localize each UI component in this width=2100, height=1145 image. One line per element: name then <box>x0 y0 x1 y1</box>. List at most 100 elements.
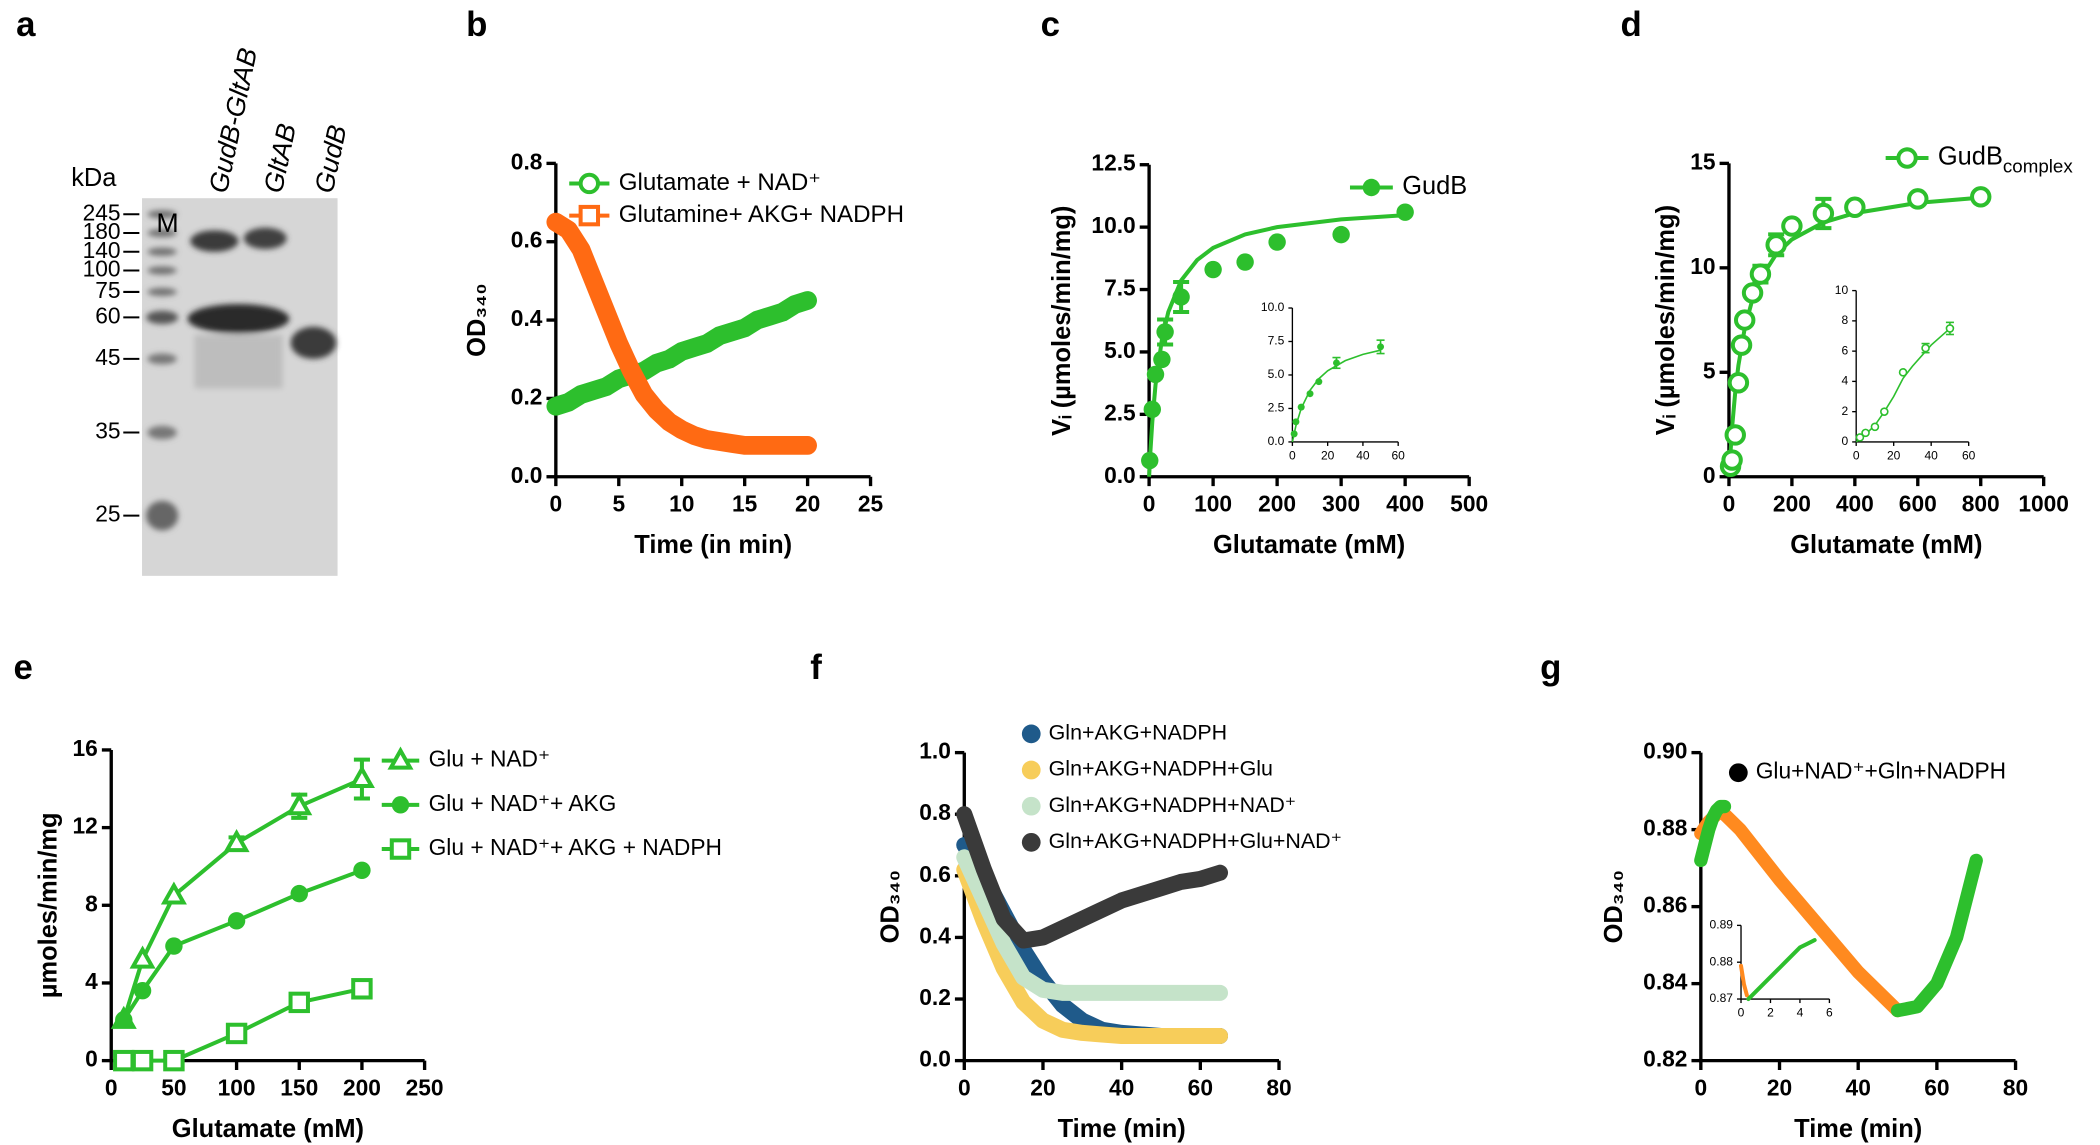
y-tick-label: 0 <box>1841 434 1848 448</box>
panel-letter: b <box>466 5 487 44</box>
data-line <box>1746 938 1817 1002</box>
lane-label: GudB-GltAB <box>203 45 263 195</box>
marker <box>348 764 375 789</box>
legend-label: GudB <box>1402 172 1467 200</box>
panel-letter: e <box>13 648 32 687</box>
gel-panel: a kDa M GudB-GltAB GltAB GudB <box>16 5 353 576</box>
y-tick-label: 0 <box>85 1046 98 1072</box>
y-tick-label: 16 <box>73 735 98 761</box>
x-tick-label: 40 <box>1109 1074 1134 1100</box>
x-tick-label: 800 <box>1962 490 2000 516</box>
y-tick-label: 0.88 <box>1643 815 1687 841</box>
marker <box>1749 263 1772 285</box>
y-axis-label: µmoles/min/mg <box>34 812 62 998</box>
marker <box>1945 324 1955 333</box>
marker <box>286 792 313 816</box>
legend-label: Gln+AKG+NADPH+Glu+NAD⁺ <box>1049 829 1342 853</box>
x-tick-label: 40 <box>1356 448 1370 462</box>
x-tick-label: 0 <box>105 1074 118 1100</box>
data-line <box>956 806 1229 949</box>
marker <box>578 172 601 195</box>
y-tick-label: 10 <box>1835 283 1849 297</box>
marker <box>1396 203 1414 221</box>
x-tick-label: 60 <box>1391 448 1405 462</box>
x-tick-label: 40 <box>1846 1074 1871 1100</box>
legend-label: Glutamine+ AKG+ NADPH <box>619 201 904 228</box>
legend-label: Glu + NAD⁺+ AKG + NADPH <box>429 834 722 860</box>
y-tick-label: 12 <box>73 813 98 839</box>
x-tick-label: 500 <box>1450 490 1488 516</box>
ladder-label: 100 <box>83 256 121 282</box>
marker <box>1268 233 1286 251</box>
fit-curve <box>1855 327 1951 443</box>
legend-label: Glutamate + NAD⁺ <box>619 169 821 196</box>
legend-label: GudBcomplex <box>1938 143 2073 177</box>
marker <box>1907 188 1929 210</box>
marker <box>225 1022 248 1045</box>
marker <box>131 1049 154 1072</box>
y-axis-label: OD₃₄₀ <box>877 870 905 944</box>
marker <box>1021 724 1041 744</box>
x-tick-label: 200 <box>343 1074 381 1100</box>
marker <box>1146 365 1165 384</box>
legend-label: Glu+NAD⁺+Gln+NADPH <box>1756 758 2006 784</box>
marker <box>1143 400 1162 419</box>
marker <box>113 1049 135 1072</box>
x-tick-label: 50 <box>161 1074 186 1100</box>
marker <box>1021 796 1041 816</box>
marker <box>1315 378 1323 386</box>
x-tick-label: 0 <box>958 1074 971 1100</box>
x-tick-label: 0 <box>1738 1005 1745 1019</box>
marker <box>1898 368 1908 377</box>
marker <box>133 982 152 1000</box>
panel-letter: f <box>810 648 822 687</box>
marker <box>1204 260 1222 279</box>
x-tick-label: 100 <box>1194 490 1232 516</box>
x-tick-label: 6 <box>1826 1005 1833 1019</box>
y-tick-label: 0.0 <box>919 1046 951 1072</box>
ladder-label: 245 <box>83 199 121 225</box>
marker <box>1765 234 1787 256</box>
marker <box>1290 430 1298 438</box>
x-tick-label: 60 <box>1924 1074 1949 1100</box>
x-tick-label: 20 <box>1030 1074 1055 1100</box>
marker <box>1861 428 1870 438</box>
marker <box>1297 403 1305 411</box>
data-line <box>1694 803 1905 1018</box>
ladder-label: 140 <box>83 237 121 263</box>
lane-label: GudB <box>309 122 353 195</box>
y-tick-label: 5.0 <box>1104 337 1136 363</box>
y-axis-label: Vᵢ (µmoles/min/mg) <box>1652 205 1680 435</box>
y-tick-label: 4 <box>85 968 98 994</box>
marker <box>1730 334 1753 356</box>
marker <box>1153 350 1171 369</box>
y-tick-label: 0.2 <box>511 383 543 409</box>
legend-label: Glu + NAD⁺+ AKG <box>429 790 617 816</box>
y-tick-label: 10.0 <box>1091 212 1135 238</box>
data-line <box>1694 799 1732 868</box>
marker <box>165 937 183 955</box>
ladder-label: 75 <box>95 277 120 303</box>
marker <box>1970 186 1992 208</box>
y-tick-label: 6 <box>1841 343 1848 357</box>
marker <box>578 204 601 227</box>
x-tick-label: 2 <box>1767 1005 1774 1019</box>
data-line <box>546 212 817 455</box>
marker <box>1870 422 1880 432</box>
data-line <box>1890 853 1983 1018</box>
y-axis-label: OD₃₄₀ <box>1600 870 1628 944</box>
y-tick-label: 0.82 <box>1643 1046 1687 1072</box>
marker <box>290 884 308 903</box>
marker <box>1896 147 1918 169</box>
y-tick-label: 0.6 <box>919 861 951 887</box>
x-tick-label: 250 <box>406 1074 444 1100</box>
x-tick-label: 10 <box>669 490 694 516</box>
y-tick-label: 0.2 <box>919 984 951 1010</box>
marker <box>1141 451 1159 470</box>
marker <box>1021 760 1041 780</box>
marker <box>1727 372 1750 394</box>
data-line <box>956 861 1229 1045</box>
ladder-label: 180 <box>83 218 121 244</box>
marker <box>1844 196 1866 218</box>
y-tick-label: 10.0 <box>1261 300 1285 314</box>
